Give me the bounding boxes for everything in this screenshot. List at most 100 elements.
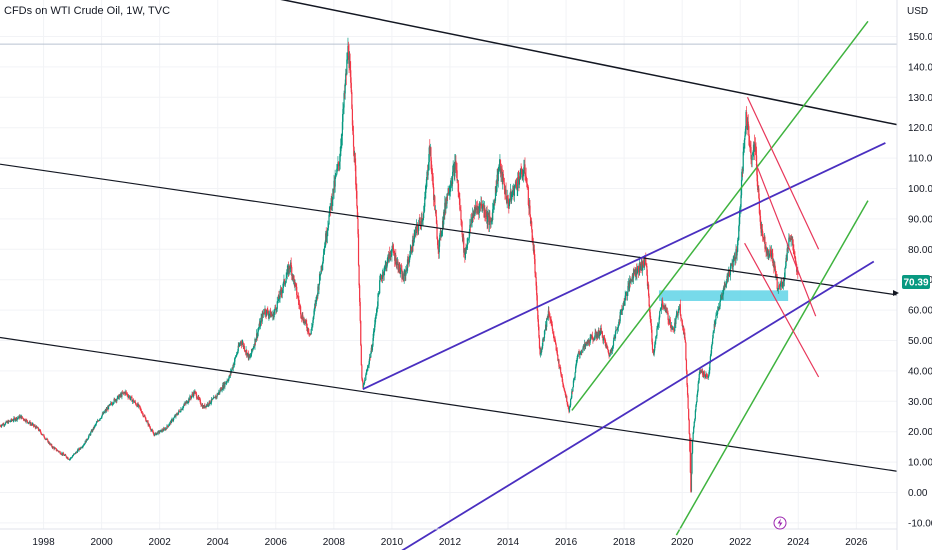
candle-body — [549, 316, 551, 320]
time-tick-label: 2000 — [90, 537, 113, 548]
trendline[interactable] — [675, 200, 869, 536]
candle-body — [322, 261, 324, 264]
candle-body — [12, 420, 14, 422]
candle-body — [563, 388, 566, 392]
candle-body — [781, 281, 783, 287]
trendline[interactable] — [0, 0, 898, 126]
candle-body — [3, 423, 5, 426]
candle-body — [550, 320, 552, 323]
lightning-icon[interactable] — [773, 516, 787, 530]
candle-body — [195, 392, 197, 394]
candle-body — [399, 271, 401, 273]
trendline[interactable] — [363, 260, 875, 550]
candle-body — [311, 327, 313, 330]
candle-body — [531, 221, 533, 230]
price-series[interactable] — [0, 37, 799, 493]
candle-body — [153, 433, 155, 435]
candle-body — [350, 82, 352, 93]
trendline[interactable] — [362, 142, 886, 390]
candle-body — [131, 397, 133, 402]
candle-body — [554, 338, 556, 342]
candle-body — [389, 252, 391, 256]
candle-body — [91, 429, 94, 432]
candle-body — [142, 413, 144, 417]
candle-body — [788, 237, 790, 248]
candle-body — [688, 408, 690, 420]
candle-body — [654, 340, 656, 345]
candle-body — [475, 206, 477, 208]
candle-body — [370, 347, 372, 354]
trendline[interactable] — [0, 163, 898, 296]
candle-body — [44, 438, 46, 440]
candle-body — [299, 304, 301, 307]
candle-body — [22, 417, 24, 419]
candle-body — [51, 444, 53, 447]
candle-body — [725, 284, 727, 287]
candle-body — [768, 255, 770, 257]
time-tick-label: 2020 — [671, 537, 694, 548]
time-tick-label: 2010 — [381, 537, 404, 548]
candle-body — [579, 353, 581, 355]
candle-body — [758, 198, 760, 214]
candle-body — [655, 336, 657, 341]
candle-body — [246, 353, 248, 356]
candle-body — [250, 354, 252, 356]
candle-body — [208, 404, 210, 406]
candle-body — [627, 285, 629, 293]
candle-body — [88, 434, 90, 437]
candle-body — [452, 171, 454, 184]
candle-body — [493, 204, 495, 207]
trendline[interactable] — [0, 336, 898, 472]
candle-body — [352, 134, 355, 147]
candle-body — [200, 403, 202, 406]
trendline[interactable] — [746, 97, 820, 250]
candle-body — [311, 325, 313, 328]
support-zone[interactable] — [658, 290, 789, 301]
candle-body — [632, 269, 635, 279]
candle-body — [323, 246, 326, 252]
candle-body — [548, 310, 550, 315]
candle-body — [72, 455, 74, 457]
candle-body — [468, 231, 470, 239]
candle-body — [315, 296, 317, 305]
candle-body — [651, 329, 653, 342]
trendline[interactable] — [744, 242, 820, 378]
trendline[interactable] — [755, 163, 817, 317]
candle-body — [225, 382, 228, 383]
candle-body — [556, 350, 558, 355]
trendline[interactable] — [571, 20, 869, 411]
trendlines[interactable] — [0, 0, 898, 550]
candle-body — [680, 314, 682, 318]
candle-body — [94, 424, 96, 426]
candle-body — [551, 322, 553, 325]
candle-body — [134, 401, 136, 403]
candle-body — [155, 433, 158, 435]
candle-body — [658, 323, 660, 326]
candle-body — [542, 339, 544, 346]
candle-body — [296, 295, 298, 297]
candle-body — [253, 345, 256, 347]
candle-body — [50, 443, 52, 445]
time-axis[interactable]: 1998 2000 2002 2004 2006 2008 2010 2012 2014 2016… — [32, 537, 868, 548]
candle-body — [659, 311, 661, 318]
candle-body — [346, 59, 348, 60]
candle-body — [743, 148, 745, 152]
candle-body — [692, 432, 694, 440]
candle-body — [157, 431, 159, 435]
candle-body — [230, 369, 233, 373]
candle-body — [703, 371, 705, 377]
candle-body — [495, 185, 498, 193]
candle-body — [463, 237, 465, 253]
candle-body — [296, 286, 298, 296]
candle-body — [425, 188, 427, 193]
candle-body — [669, 319, 671, 326]
candle-body — [339, 161, 341, 166]
candle-body — [636, 273, 638, 275]
candle-body — [513, 188, 516, 196]
candle-body — [433, 187, 435, 201]
candle-body — [312, 316, 315, 321]
candle-body — [386, 257, 389, 265]
candle-body — [725, 282, 728, 285]
candle-body — [314, 303, 316, 308]
